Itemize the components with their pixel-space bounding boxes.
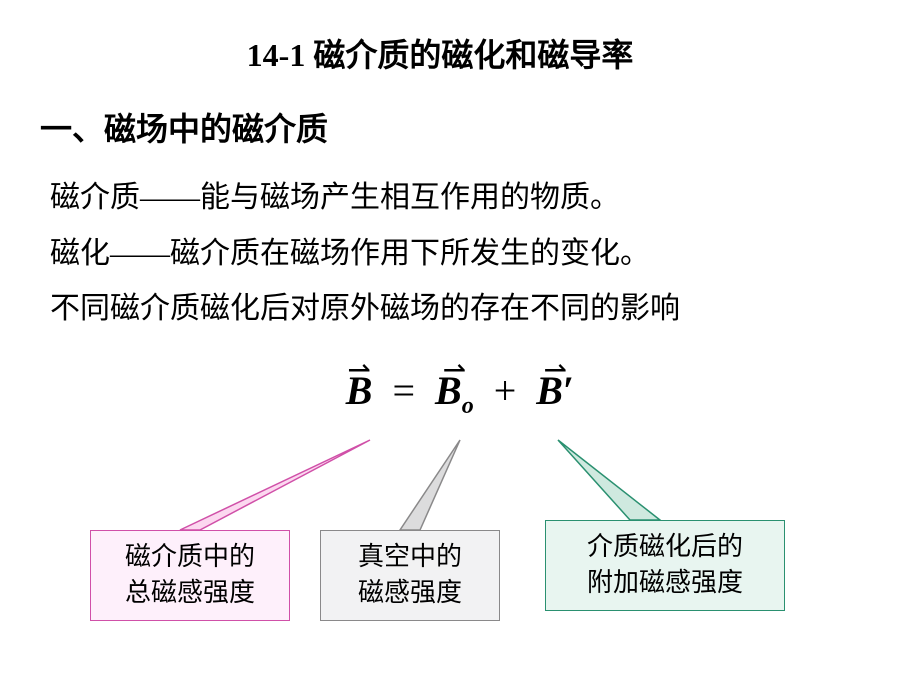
- definition-2: 磁化——磁介质在磁场作用下所发生的变化。: [50, 226, 880, 282]
- callout-line: 介质磁化后的: [556, 529, 774, 565]
- vector-Bprime: ⇀ B′: [536, 367, 574, 414]
- callout-triangle-1: [180, 440, 370, 530]
- callout-triangle-2: [400, 440, 460, 530]
- equation: ⇀ B = ⇀ Bo + ⇀ B′: [40, 367, 880, 420]
- section-heading: 一、磁场中的磁介质: [40, 104, 880, 150]
- plus-sign: +: [494, 368, 517, 413]
- callout-line: 真空中的: [331, 539, 489, 575]
- callout-line: 附加磁感强度: [556, 565, 774, 601]
- callout-line: 磁感强度: [331, 575, 489, 611]
- page-title: 14-1 磁介质的磁化和磁导率: [0, 30, 880, 76]
- vector-B: ⇀ B: [346, 367, 373, 414]
- statement-3: 不同磁介质磁化后对原外磁场的存在不同的影响: [50, 281, 880, 337]
- callout-box-additional-B: 介质磁化后的 附加磁感强度: [545, 520, 785, 611]
- callout-line: 总磁感强度: [101, 575, 279, 611]
- callout-line: 磁介质中的: [101, 539, 279, 575]
- callout-box-total-B: 磁介质中的 总磁感强度: [90, 530, 290, 621]
- vector-arrow-icon: ⇀: [544, 353, 567, 387]
- subscript-o: o: [462, 393, 474, 419]
- callout-triangle-3: [558, 440, 660, 520]
- definition-1: 磁介质——能与磁场产生相互作用的物质。: [50, 170, 880, 226]
- vector-arrow-icon: ⇀: [443, 353, 466, 387]
- vector-Bo: ⇀ Bo: [435, 367, 474, 420]
- equals-sign: =: [392, 368, 415, 413]
- callout-box-vacuum-B: 真空中的 磁感强度: [320, 530, 500, 621]
- vector-arrow-icon: ⇀: [347, 353, 370, 387]
